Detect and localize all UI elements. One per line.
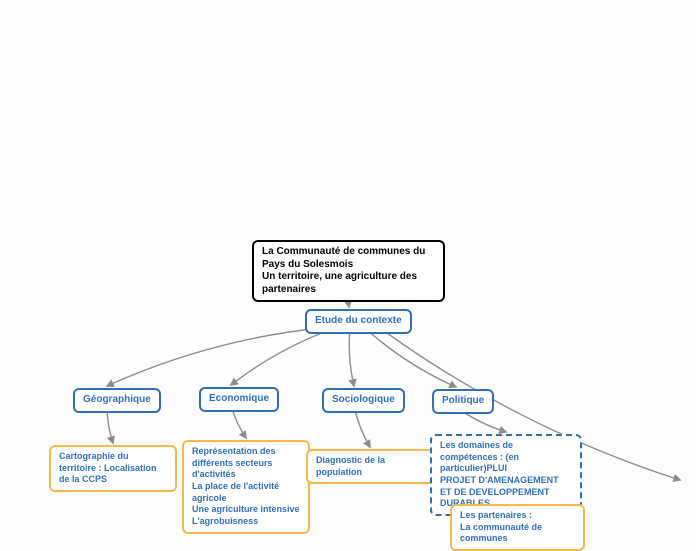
socio-text: Sociologique (332, 394, 395, 405)
carto-text: Cartographie du territoire : Localisatio… (59, 451, 157, 484)
poli-text: Politique (442, 395, 484, 406)
root-node[interactable]: La Communauté de communes du Pays du Sol… (252, 240, 445, 302)
etude-node[interactable]: Etude du contexte (305, 309, 412, 334)
repr-text: Représentation des différents secteurs d… (192, 446, 300, 526)
socio-node[interactable]: Sociologique (322, 388, 405, 413)
edge (365, 328, 456, 387)
edge (231, 328, 335, 385)
edge (107, 328, 320, 386)
etude-text: Etude du contexte (315, 315, 402, 326)
geo-text: Géographique (83, 394, 151, 405)
geo-node[interactable]: Géographique (73, 388, 161, 413)
poli-node[interactable]: Politique (432, 389, 494, 414)
diag-node[interactable]: Diagnostic de la population (306, 449, 434, 484)
part-text: Les partenaires :La communauté de commun… (460, 510, 542, 543)
part-node[interactable]: Les partenaires :La communauté de commun… (450, 504, 585, 551)
root-text: La Communauté de communes du Pays du Sol… (262, 246, 425, 295)
eco-node[interactable]: Economique (199, 387, 279, 412)
dom-text: Les domaines de compétences : (en partic… (440, 440, 559, 508)
edge (349, 328, 354, 386)
diag-text: Diagnostic de la population (316, 455, 385, 477)
carto-node[interactable]: Cartographie du territoire : Localisatio… (49, 445, 177, 492)
eco-text: Economique (209, 393, 269, 404)
